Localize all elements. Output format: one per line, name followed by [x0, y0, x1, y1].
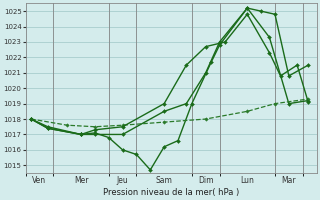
X-axis label: Pression niveau de la mer( hPa ): Pression niveau de la mer( hPa )	[103, 188, 239, 197]
